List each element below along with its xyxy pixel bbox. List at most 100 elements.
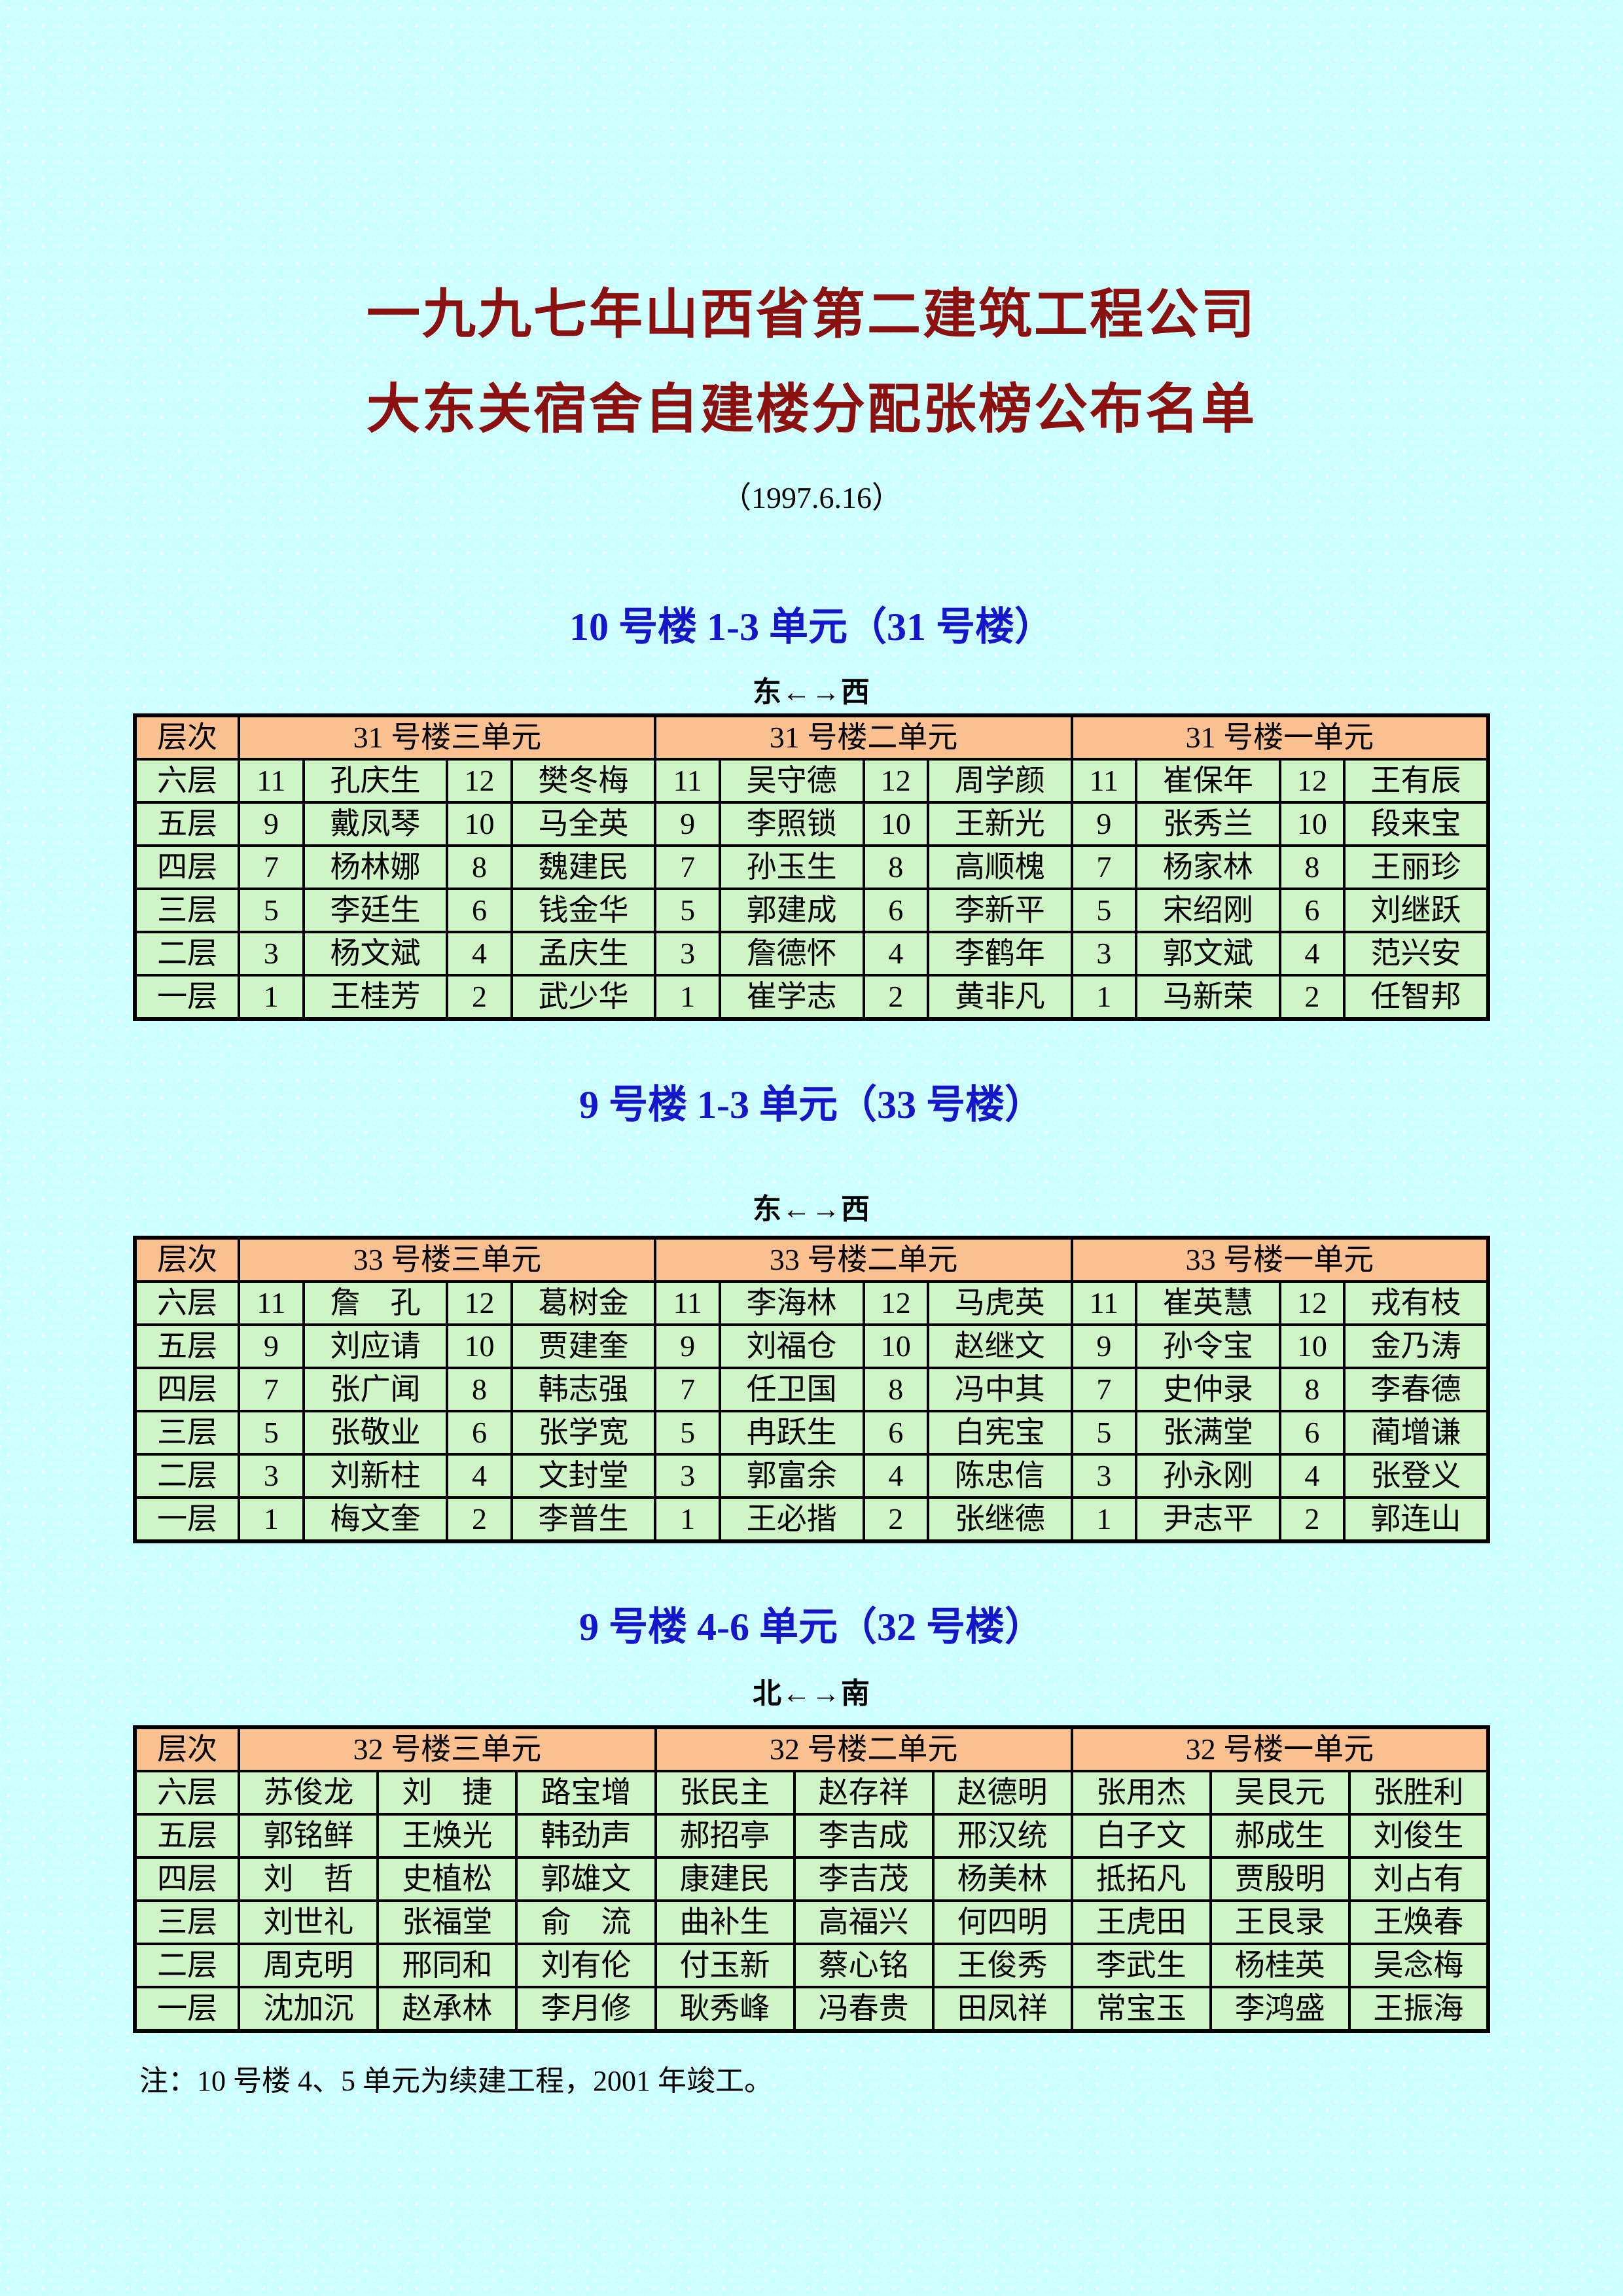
resident-name-cell: 郝招亭: [654, 1813, 796, 1859]
resident-name-cell: 魏建民: [510, 844, 657, 890]
room-number-cell: 6: [1278, 1410, 1346, 1456]
room-number-cell: 5: [1070, 1410, 1137, 1456]
floor-cell: 三层: [133, 1410, 241, 1456]
room-number-cell: 7: [654, 1367, 721, 1412]
resident-name-cell: 张学宽: [510, 1410, 657, 1456]
room-number-cell: 10: [446, 801, 513, 847]
resident-name-cell: 葛树金: [510, 1280, 657, 1326]
resident-name-cell: 赵德明: [931, 1770, 1073, 1816]
table-row: 一层 1 王桂芳 2 武少华 1 崔学志 2 黄非凡 1 马新荣 2 任智邦: [133, 974, 1489, 1020]
document-date: （1997.6.16）: [721, 481, 902, 514]
resident-name-cell: 曲补生: [654, 1899, 796, 1945]
room-number-cell: 11: [654, 758, 721, 804]
resident-name-cell: 王新光: [926, 801, 1073, 847]
resident-name-cell: 任智邦: [1343, 974, 1489, 1020]
room-number-cell: 12: [1278, 1280, 1346, 1326]
room-number-cell: 3: [238, 1453, 305, 1499]
resident-name-cell: 周克明: [238, 1943, 380, 1988]
resident-name-cell: 路宝增: [515, 1770, 657, 1816]
direction-label-east-west-2: 东←→西: [753, 1193, 870, 1225]
resident-name-cell: 郭雄文: [515, 1856, 657, 1902]
resident-name-cell: 刘俊生: [1347, 1813, 1490, 1859]
resident-name-cell: 常宝玉: [1070, 1986, 1212, 2032]
resident-name-cell: 吴念梅: [1347, 1943, 1490, 1988]
floor-cell: 一层: [133, 1986, 241, 2032]
resident-name-cell: 韩劲声: [515, 1813, 657, 1859]
resident-name-cell: 蔺增谦: [1343, 1410, 1489, 1456]
resident-name-cell: 郭富余: [718, 1453, 865, 1499]
room-number-cell: 8: [1278, 1367, 1346, 1412]
table-row: 一层 沈加沉 赵承林 李月修 耿秀峰 冯春贵 田凤祥 常宝玉 李鸿盛 王振海: [133, 1986, 1490, 2032]
resident-name-cell: 张民主: [654, 1770, 796, 1816]
resident-name-cell: 崔学志: [718, 974, 865, 1020]
resident-name-cell: 史植松: [376, 1856, 518, 1902]
table-row: 四层刘 哲史植松 郭雄文 康建民 李吉茂 杨美林 抵拓凡 贾殷明 刘占有: [133, 1856, 1490, 1902]
allocation-table-building-31: 层次 31 号楼三单元 31 号楼二单元 31 号楼一单元 六层 11 孔庆生 12 樊冬梅 11…: [133, 713, 1490, 1021]
room-number-cell: 5: [1070, 888, 1137, 933]
resident-name-cell: 何四明: [931, 1899, 1073, 1945]
resident-name-cell: 刘 捷: [376, 1770, 518, 1816]
section-title-building-33: 9 号楼 1-3 单元（33 号楼）: [579, 1083, 1044, 1126]
room-number-cell: 9: [1070, 801, 1137, 847]
resident-name-cell: 沈加沉: [238, 1986, 380, 2032]
page-title-line2: 大东关宿舍自建楼分配张榜公布名单: [366, 380, 1257, 439]
resident-name-cell: 王有辰: [1343, 758, 1489, 804]
room-number-cell: 4: [1278, 931, 1346, 977]
room-number-cell: 11: [238, 1280, 305, 1326]
table-row: 一层 1 梅文奎 2 李普生 1 王必揩 2 张继德 1 尹志平 2 郭连山: [133, 1496, 1489, 1543]
room-number-cell: 7: [654, 844, 721, 890]
resident-name-cell: 刘有伦: [515, 1943, 657, 1988]
resident-name-cell: 张广闻: [302, 1367, 449, 1412]
floor-cell: 三层: [133, 888, 241, 933]
room-number-cell: 2: [446, 974, 513, 1020]
resident-name-cell: 李吉成: [793, 1813, 935, 1859]
floor-cell: 四层: [133, 1367, 241, 1412]
room-number-cell: 7: [1070, 844, 1137, 890]
table-row: 六层 苏俊龙刘 捷路宝增 张民主 赵存祥 赵德明 张用杰 吴艮元 张胜利: [133, 1770, 1490, 1816]
resident-name-cell: 赵存祥: [793, 1770, 935, 1816]
room-number-cell: 9: [1070, 1323, 1137, 1369]
resident-name-cell: 俞 流: [515, 1899, 657, 1945]
room-number-cell: 3: [654, 1453, 721, 1499]
room-number-cell: 6: [862, 1410, 929, 1456]
resident-name-cell: 王虎田: [1070, 1899, 1212, 1945]
direction-label-east-west-1: 东←→西: [753, 676, 870, 708]
resident-name-cell: 李武生: [1070, 1943, 1212, 1988]
resident-name-cell: 黄非凡: [926, 974, 1073, 1020]
room-number-cell: 10: [1278, 801, 1346, 847]
resident-name-cell: 张秀兰: [1134, 801, 1281, 847]
resident-name-cell: 耿秀峰: [654, 1986, 796, 2032]
floor-cell: 五层: [133, 801, 241, 847]
resident-name-cell: 张福堂: [376, 1899, 518, 1945]
resident-name-cell: 张登义: [1343, 1453, 1489, 1499]
table-row: 三层 刘世礼 张福堂俞 流曲补生 高福兴 何四明 王虎田 王艮录 王焕春: [133, 1899, 1490, 1945]
room-number-cell: 5: [654, 1410, 721, 1456]
resident-name-cell: 刘新柱: [302, 1453, 449, 1499]
room-number-cell: 5: [238, 888, 305, 933]
room-number-cell: 3: [1070, 931, 1137, 977]
table-row: 五层 郭铭鲜 王焕光 韩劲声 郝招亭 李吉成 邢汉统 白子文 郝成生 刘俊生: [133, 1813, 1490, 1859]
room-number-cell: 2: [862, 974, 929, 1020]
resident-name-cell: 蔡心铭: [793, 1943, 935, 1988]
resident-name-cell: 戴凤琴: [302, 801, 449, 847]
resident-name-cell: 贾殷明: [1209, 1856, 1351, 1902]
room-number-cell: 11: [654, 1280, 721, 1326]
resident-name-cell: 孟庆生: [510, 931, 657, 977]
allocation-table-building-33: 层次 33 号楼三单元 33 号楼二单元 33 号楼一单元 六层 11 詹 孔 12 葛树金 11…: [133, 1236, 1490, 1543]
resident-name-cell: 王焕春: [1347, 1899, 1490, 1945]
resident-name-cell: 梅文奎: [302, 1496, 449, 1543]
resident-name-cell: 李春德: [1343, 1367, 1489, 1412]
resident-name-cell: 马新荣: [1134, 974, 1281, 1020]
resident-name-cell: 张胜利: [1347, 1770, 1490, 1816]
table-row: 四层 7 杨林娜 8 魏建民 7 孙玉生 8 高顺槐 7 杨家林 8 王丽珍: [133, 844, 1489, 890]
resident-name-cell: 杨林娜: [302, 844, 449, 890]
room-number-cell: 1: [238, 1496, 305, 1543]
room-number-cell: 3: [654, 931, 721, 977]
resident-name-cell: 詹德怀: [718, 931, 865, 977]
resident-name-cell: 田凤祥: [931, 1986, 1073, 2032]
room-number-cell: 11: [238, 758, 305, 804]
resident-name-cell: 冯中其: [926, 1367, 1073, 1412]
table-header-row: 层次 31 号楼三单元 31 号楼二单元 31 号楼一单元: [133, 714, 1490, 761]
table-row: 二层 3 刘新柱 4 文封堂 3 郭富余 4 陈忠信 3 孙永刚 4 张登义: [133, 1453, 1489, 1499]
table-row: 六层 11 詹 孔 12 葛树金 11 李海林 12 马虎英 11 崔英慧 12 戎有枝: [133, 1280, 1489, 1326]
